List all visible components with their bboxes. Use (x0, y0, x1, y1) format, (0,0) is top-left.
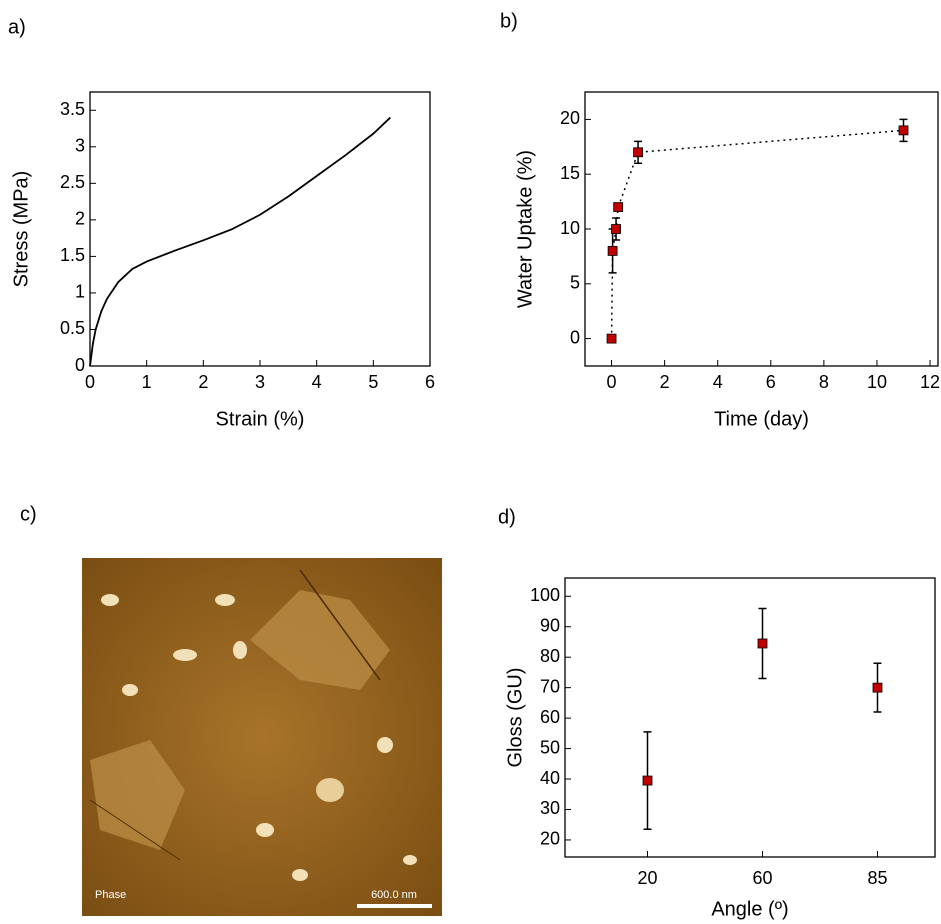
y-tick-label: 30 (540, 798, 560, 818)
plot-frame (89, 91, 431, 367)
trend-line (610, 129, 904, 339)
x-tick-label: 8 (819, 372, 829, 392)
y-axis-title: Gloss (GU) (504, 668, 526, 768)
y-tick-label: 10 (560, 218, 580, 238)
x-tick-label: 0 (85, 372, 95, 392)
x-tick-label: 6 (425, 372, 435, 392)
data-point (607, 246, 618, 256)
x-axis-title: Strain (%) (216, 408, 305, 430)
y-tick-label: 1 (75, 282, 85, 302)
y-tick-label: 90 (540, 615, 560, 635)
x-tick-label: 2 (198, 372, 208, 392)
image-label: Phase (95, 889, 126, 901)
y-tick-label: 2 (75, 209, 85, 229)
x-tick-label: 12 (920, 372, 940, 392)
x-tick-label: 2 (660, 372, 670, 392)
data-point (606, 333, 617, 344)
x-tick-label: 10 (867, 372, 887, 392)
panel-label: a) (8, 16, 26, 38)
stress-curve (89, 116, 391, 367)
x-tick-label: 4 (713, 372, 723, 392)
y-axis-title: Stress (MPa) (10, 171, 32, 288)
scale-bar-label: 600.0 nm (371, 889, 417, 901)
y-tick-label: 50 (540, 737, 560, 757)
data-point (611, 224, 621, 234)
data-point (613, 202, 624, 212)
y-tick-label: 0 (570, 327, 580, 347)
afm-image (82, 558, 442, 916)
panel-label: c) (20, 503, 37, 525)
x-tick-label: 4 (312, 372, 322, 392)
y-tick-label: 20 (540, 829, 560, 849)
data-point (757, 638, 768, 649)
y-tick-label: 0.5 (60, 318, 85, 338)
y-tick-label: 40 (540, 768, 560, 788)
y-tick-label: 3.5 (60, 99, 85, 119)
x-tick-label: 1 (142, 372, 152, 392)
y-tick-label: 3 (75, 136, 85, 156)
x-tick-label: 3 (255, 372, 265, 392)
y-tick-label: 70 (540, 676, 560, 696)
panel-label: d) (498, 506, 516, 528)
x-axis-title: Angle (º) (711, 898, 788, 920)
y-tick-label: 80 (540, 646, 560, 666)
data-point (872, 682, 883, 693)
y-tick-label: 15 (560, 163, 580, 183)
y-tick-label: 1.5 (60, 245, 85, 265)
x-tick-label: 60 (752, 868, 772, 888)
data-point (898, 125, 909, 136)
y-tick-label: 20 (560, 108, 580, 128)
x-tick-label: 6 (766, 372, 776, 392)
plot-frame (564, 577, 936, 858)
plot-frame (584, 91, 939, 367)
y-tick-label: 2.5 (60, 172, 85, 192)
x-tick-label: 0 (607, 372, 617, 392)
y-tick-label: 60 (540, 707, 560, 727)
x-tick-label: 85 (867, 868, 887, 888)
y-tick-label: 0 (75, 355, 85, 375)
x-tick-label: 20 (637, 868, 657, 888)
x-tick-label: 5 (368, 372, 378, 392)
y-tick-label: 5 (570, 273, 580, 293)
data-point (633, 147, 643, 158)
y-axis-title: Water Uptake (%) (514, 150, 536, 308)
y-tick-label: 100 (530, 585, 560, 605)
x-axis-title: Time (day) (714, 408, 809, 430)
data-point (642, 775, 653, 786)
panel-label: b) (500, 10, 518, 32)
